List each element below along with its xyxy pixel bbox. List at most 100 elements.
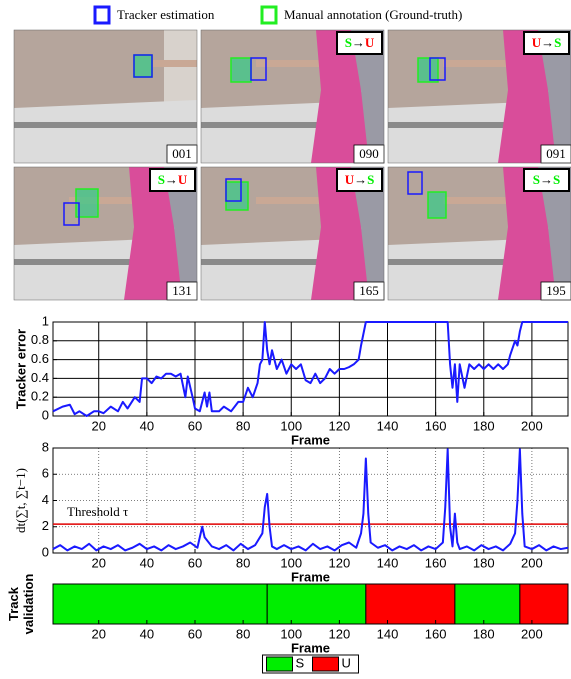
frame-border — [387, 166, 571, 301]
x-tick-label: 200 — [521, 555, 543, 570]
badge: S→S — [533, 172, 560, 187]
badge-part: S — [553, 172, 560, 187]
x-tick-label: 100 — [280, 418, 302, 433]
x-tick-label: 120 — [329, 555, 351, 570]
badge-part: → — [354, 172, 367, 187]
x-tick-label: 100 — [280, 555, 302, 570]
line — [52, 448, 569, 552]
x-tick-label: 80 — [236, 626, 250, 641]
gt-box — [230, 57, 252, 83]
legend-label: U — [342, 655, 351, 670]
badge-part: U — [365, 35, 375, 50]
y-tick-label: 0 — [42, 544, 49, 559]
y-tick-label: 8 — [42, 439, 49, 454]
x-tick-label: 80 — [236, 555, 250, 570]
frame: 195 S→S — [387, 166, 571, 301]
y-tick-label: 2 — [42, 518, 49, 533]
badge-part: S — [554, 35, 561, 50]
badge-part: U — [345, 172, 355, 187]
x-tick-label: 200 — [521, 626, 543, 641]
y-tick-label: 0.2 — [31, 389, 49, 404]
gt-box — [417, 57, 439, 83]
table-edge — [388, 259, 571, 265]
y-axis-label: dt(∑t, ∑t−1) — [13, 468, 28, 533]
plot-frame — [52, 583, 569, 625]
table-edge — [14, 122, 197, 128]
frame-border — [387, 29, 571, 164]
x-tick-label: 140 — [377, 555, 399, 570]
badge-part: → — [540, 172, 553, 187]
legend-label: Tracker estimation — [117, 7, 215, 22]
x-tick-label: 180 — [473, 555, 495, 570]
badge-part: → — [352, 35, 365, 50]
frame-label: 001 — [172, 146, 192, 161]
x-tick-label: 160 — [425, 555, 447, 570]
badge-bg — [336, 168, 383, 192]
gt-box — [133, 54, 153, 78]
x-tick-label: 20 — [91, 555, 105, 570]
y-tick-label: 0 — [42, 407, 49, 422]
frame-border — [13, 29, 198, 164]
segment — [266, 583, 367, 625]
legend-swatch — [260, 5, 278, 25]
gt-box — [427, 191, 447, 219]
y-axis-label: Tracker error — [13, 329, 28, 409]
table-edge — [14, 259, 197, 265]
badge-part: S — [345, 35, 352, 50]
cardigan — [351, 167, 384, 300]
arm — [152, 60, 197, 67]
line — [52, 321, 568, 417]
x-tick-label: 60 — [188, 418, 202, 433]
frame: 090 S→U — [200, 29, 385, 164]
segment — [365, 583, 456, 625]
badge-part: → — [541, 35, 554, 50]
frame-label: 165 — [359, 283, 379, 298]
x-tick-label: 40 — [140, 626, 154, 641]
x-tick-label: 80 — [236, 418, 250, 433]
gt-box — [225, 181, 249, 211]
table — [14, 100, 197, 163]
threshold-label: Threshold τ — [67, 504, 128, 519]
badge-part: U — [178, 172, 188, 187]
y-tick-label: 0.8 — [31, 332, 49, 347]
badge-bg — [149, 168, 196, 192]
segment — [454, 583, 521, 625]
x-tick-label: 120 — [329, 626, 351, 641]
frame: 091 U→S — [387, 29, 571, 164]
badge: S→U — [345, 35, 375, 50]
cardigan — [351, 30, 384, 163]
badge-bg — [523, 168, 570, 192]
frame-border — [200, 166, 385, 301]
x-tick-label: 200 — [521, 418, 543, 433]
frame-label: 091 — [546, 146, 566, 161]
table-edge — [201, 122, 384, 128]
legend-swatch — [312, 656, 339, 672]
x-tick-label: 180 — [473, 418, 495, 433]
frame-border — [13, 166, 198, 301]
x-axis-label: Frame — [291, 432, 330, 447]
table-edge — [388, 122, 571, 128]
legend-label: S — [296, 655, 305, 670]
legend-swatch — [93, 5, 111, 25]
badge: S→U — [158, 172, 188, 187]
x-axis-label: Frame — [291, 640, 330, 655]
table-edge — [201, 259, 384, 265]
badge-part: S — [367, 172, 374, 187]
x-tick-label: 20 — [91, 418, 105, 433]
badge-part: → — [165, 172, 178, 187]
tracker-box — [250, 57, 267, 81]
x-tick-label: 160 — [425, 626, 447, 641]
badge: U→S — [532, 35, 562, 50]
x-tick-label: 140 — [377, 418, 399, 433]
arm — [256, 197, 326, 204]
x-tick-label: 100 — [280, 626, 302, 641]
x-tick-label: 60 — [188, 555, 202, 570]
frame-label: 195 — [546, 283, 566, 298]
y-axis-label: validation — [21, 574, 36, 635]
x-tick-label: 120 — [329, 418, 351, 433]
x-tick-label: 40 — [140, 418, 154, 433]
tracker-box — [133, 54, 153, 78]
arm — [443, 197, 513, 204]
legend-label: Manual annotation (Ground-truth) — [284, 7, 462, 22]
